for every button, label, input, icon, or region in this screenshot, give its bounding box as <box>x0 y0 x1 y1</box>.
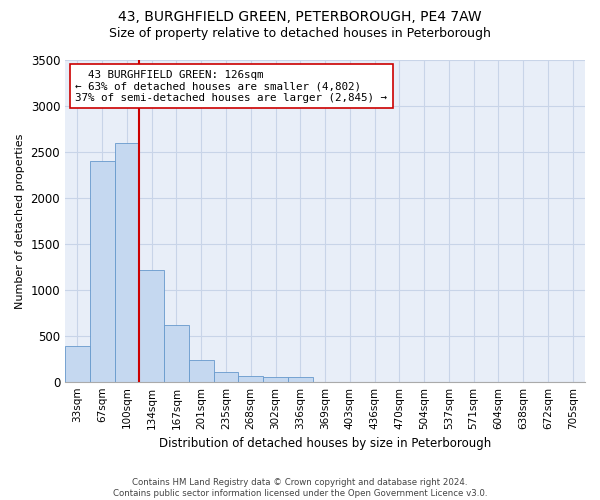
Text: 43, BURGHFIELD GREEN, PETERBOROUGH, PE4 7AW: 43, BURGHFIELD GREEN, PETERBOROUGH, PE4 … <box>118 10 482 24</box>
Bar <box>65 346 90 382</box>
Y-axis label: Number of detached properties: Number of detached properties <box>15 133 25 308</box>
Bar <box>189 360 214 382</box>
Bar <box>214 372 238 382</box>
Bar <box>115 142 139 382</box>
Bar <box>139 270 164 382</box>
Bar <box>90 161 115 382</box>
X-axis label: Distribution of detached houses by size in Peterborough: Distribution of detached houses by size … <box>159 437 491 450</box>
Text: 43 BURGHFIELD GREEN: 126sqm
← 63% of detached houses are smaller (4,802)
37% of : 43 BURGHFIELD GREEN: 126sqm ← 63% of det… <box>76 70 388 103</box>
Text: Size of property relative to detached houses in Peterborough: Size of property relative to detached ho… <box>109 28 491 40</box>
Bar <box>164 324 189 382</box>
Bar <box>263 376 288 382</box>
Bar <box>238 376 263 382</box>
Bar <box>288 377 313 382</box>
Text: Contains HM Land Registry data © Crown copyright and database right 2024.
Contai: Contains HM Land Registry data © Crown c… <box>113 478 487 498</box>
